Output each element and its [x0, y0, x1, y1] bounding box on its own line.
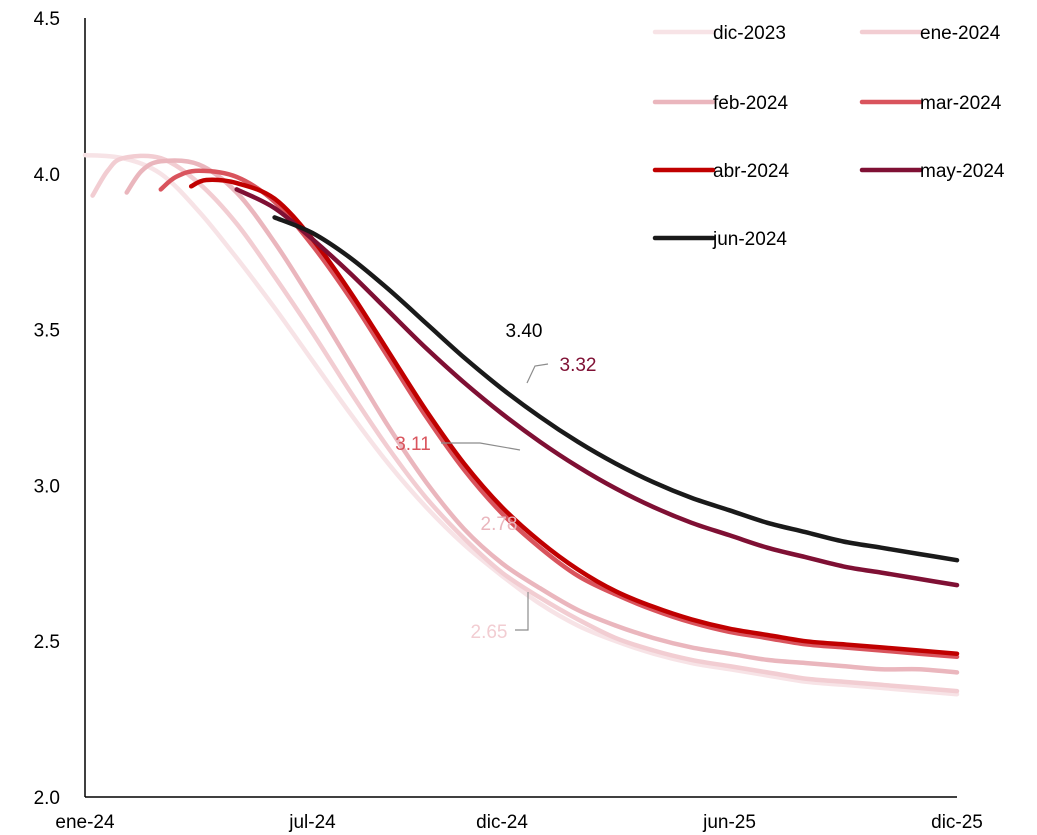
data-label-leader	[526, 363, 549, 384]
data-labels: 3.40 3.32 3.11 2.78 2.65	[395, 321, 596, 643]
legend: dic-2023 ene-2024 feb-2024 mar-2024 abr-2024…	[652, 23, 1005, 250]
legend-label: dic-2023	[713, 23, 786, 44]
data-label: 3.32	[560, 355, 597, 376]
data-label: 3.40	[506, 321, 543, 342]
legend-label: mar-2024	[920, 93, 1002, 114]
y-tick-label: 3.0	[34, 476, 60, 497]
y-tick-label: 4.0	[34, 165, 60, 186]
y-tick-label: 3.5	[34, 321, 60, 342]
series-line-may-2024	[234, 187, 960, 588]
legend-label: feb-2024	[713, 93, 788, 114]
series-line-feb-2024	[124, 158, 960, 675]
x-tick-label: jun-25	[702, 812, 756, 833]
data-label-leader	[441, 442, 521, 451]
x-tick-labels: ene-24 jul-24 dic-24 jun-25 dic-25	[55, 812, 982, 833]
y-tick-label: 2.0	[34, 788, 60, 809]
y-tick-label: 4.5	[34, 9, 60, 30]
y-tick-labels: 2.0 2.5 3.0 3.5 4.0 4.5	[34, 9, 60, 809]
data-label-leader	[515, 592, 529, 631]
x-tick-label: ene-24	[55, 812, 115, 833]
data-label: 3.11	[395, 434, 431, 455]
series-line-dic-2023	[82, 152, 960, 697]
legend-label: abr-2024	[713, 161, 789, 182]
legend-label: jun-2024	[712, 229, 787, 250]
legend-label: ene-2024	[920, 23, 1001, 44]
axes	[84, 18, 957, 798]
data-label: 2.78	[481, 514, 518, 535]
x-tick-label: dic-24	[476, 812, 528, 833]
data-label: 2.65	[471, 622, 508, 643]
x-tick-label: dic-25	[931, 812, 983, 833]
x-tick-label: jul-24	[288, 812, 336, 833]
legend-label: may-2024	[920, 161, 1005, 182]
series-line-abr-2024	[188, 177, 960, 656]
series-lines	[82, 152, 960, 697]
y-tick-label: 2.5	[34, 632, 60, 653]
series-line-jun-2024	[272, 215, 960, 563]
series-line-mar-2024	[158, 168, 960, 660]
